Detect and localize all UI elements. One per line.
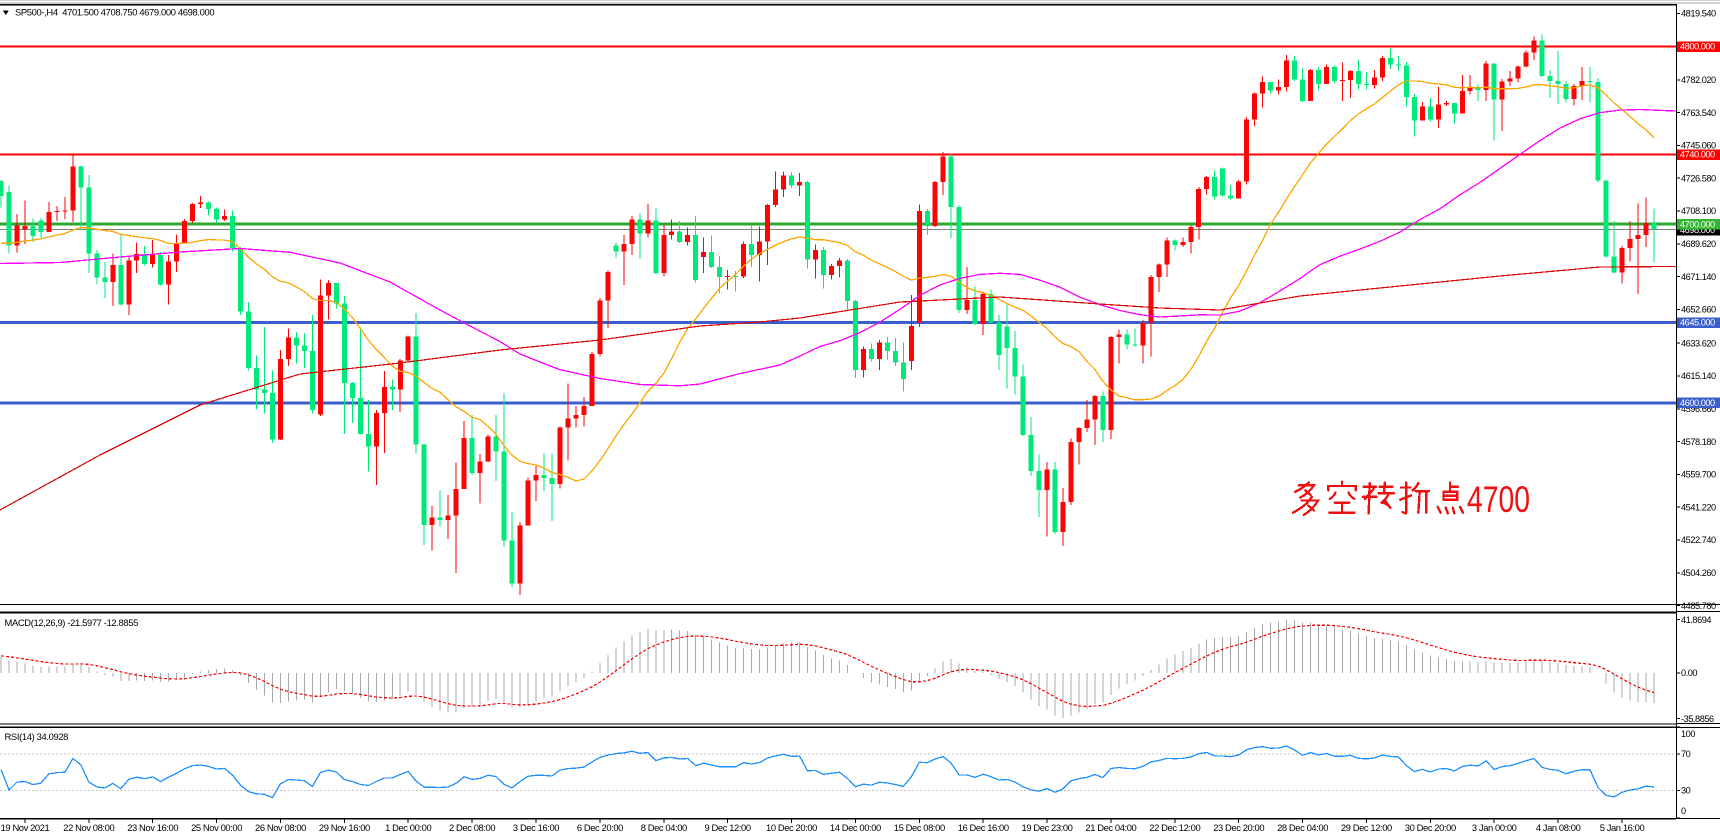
svg-text:5 Jan 16:00: 5 Jan 16:00 bbox=[1600, 822, 1645, 833]
svg-text:4504.260: 4504.260 bbox=[1681, 568, 1716, 578]
svg-text:4671.140: 4671.140 bbox=[1681, 272, 1716, 282]
svg-text:30: 30 bbox=[1681, 786, 1691, 796]
svg-text:26 Nov 08:00: 26 Nov 08:00 bbox=[255, 822, 306, 833]
svg-text:4522.740: 4522.740 bbox=[1681, 535, 1716, 545]
svg-text:RSI(14) 34.0928: RSI(14) 34.0928 bbox=[5, 731, 69, 742]
svg-text:4541.220: 4541.220 bbox=[1681, 502, 1716, 512]
svg-text:100: 100 bbox=[1681, 729, 1695, 739]
svg-text:25 Nov 00:00: 25 Nov 00:00 bbox=[191, 822, 242, 833]
svg-text:0.00: 0.00 bbox=[1681, 668, 1697, 678]
svg-text:4596.660: 4596.660 bbox=[1681, 404, 1716, 414]
svg-text:10 Dec 20:00: 10 Dec 20:00 bbox=[766, 822, 817, 833]
svg-text:16 Dec 16:00: 16 Dec 16:00 bbox=[958, 822, 1009, 833]
svg-text:19 Nov 2021: 19 Nov 2021 bbox=[1, 822, 50, 833]
svg-text:4652.660: 4652.660 bbox=[1681, 305, 1716, 315]
svg-text:4800.000: 4800.000 bbox=[1680, 42, 1715, 52]
svg-text:3 Dec 16:00: 3 Dec 16:00 bbox=[513, 822, 559, 833]
svg-text:3 Jan 00:00: 3 Jan 00:00 bbox=[1472, 822, 1517, 833]
svg-text:21 Dec 04:00: 21 Dec 04:00 bbox=[1085, 822, 1136, 833]
svg-text:4559.700: 4559.700 bbox=[1681, 470, 1716, 480]
svg-text:14 Dec 00:00: 14 Dec 00:00 bbox=[830, 822, 881, 833]
svg-text:4708.100: 4708.100 bbox=[1681, 206, 1716, 216]
svg-text:4782.020: 4782.020 bbox=[1681, 75, 1716, 85]
svg-text:-35.8856: -35.8856 bbox=[1681, 714, 1714, 724]
svg-text:8 Dec 04:00: 8 Dec 04:00 bbox=[641, 822, 687, 833]
svg-text:4698.000: 4698.000 bbox=[1680, 225, 1715, 235]
svg-text:4615.140: 4615.140 bbox=[1681, 371, 1716, 381]
svg-text:15 Dec 08:00: 15 Dec 08:00 bbox=[894, 822, 945, 833]
svg-text:4485.780: 4485.780 bbox=[1681, 601, 1716, 611]
svg-text:4689.620: 4689.620 bbox=[1681, 239, 1716, 249]
svg-text:2 Dec 08:00: 2 Dec 08:00 bbox=[449, 822, 495, 833]
svg-text:4600.000: 4600.000 bbox=[1680, 398, 1715, 408]
svg-text:4745.060: 4745.060 bbox=[1681, 141, 1716, 151]
svg-text:23 Dec 20:00: 23 Dec 20:00 bbox=[1213, 822, 1264, 833]
svg-text:30 Dec 20:00: 30 Dec 20:00 bbox=[1405, 822, 1456, 833]
svg-text:4726.580: 4726.580 bbox=[1681, 173, 1716, 183]
svg-text:19 Dec 23:00: 19 Dec 23:00 bbox=[1022, 822, 1073, 833]
svg-text:28 Dec 04:00: 28 Dec 04:00 bbox=[1277, 822, 1328, 833]
svg-text:4763.540: 4763.540 bbox=[1681, 108, 1716, 118]
svg-text:29 Nov 16:00: 29 Nov 16:00 bbox=[319, 822, 370, 833]
svg-text:4700: 4700 bbox=[1467, 479, 1530, 520]
svg-text:22 Dec 12:00: 22 Dec 12:00 bbox=[1149, 822, 1200, 833]
svg-text:70: 70 bbox=[1681, 749, 1691, 759]
svg-text:SP500-,H4 4701.500 4708.750 4: SP500-,H4 4701.500 4708.750 4679.000 469… bbox=[15, 7, 214, 18]
svg-text:4645.000: 4645.000 bbox=[1680, 318, 1715, 328]
svg-text:4578.180: 4578.180 bbox=[1681, 437, 1716, 447]
svg-text:6 Dec 20:00: 6 Dec 20:00 bbox=[577, 822, 623, 833]
svg-text:22 Nov 08:00: 22 Nov 08:00 bbox=[63, 822, 114, 833]
svg-text:4740.000: 4740.000 bbox=[1680, 150, 1715, 160]
svg-text:29 Dec 12:00: 29 Dec 12:00 bbox=[1341, 822, 1392, 833]
svg-text:23 Nov 16:00: 23 Nov 16:00 bbox=[127, 822, 178, 833]
svg-text:9 Dec 12:00: 9 Dec 12:00 bbox=[705, 822, 751, 833]
svg-text:4 Jan 08:00: 4 Jan 08:00 bbox=[1536, 822, 1581, 833]
svg-text:4700.000: 4700.000 bbox=[1680, 219, 1715, 229]
svg-text:1 Dec 00:00: 1 Dec 00:00 bbox=[385, 822, 431, 833]
svg-text:4633.620: 4633.620 bbox=[1681, 338, 1716, 348]
svg-text:41.8694: 41.8694 bbox=[1681, 615, 1711, 625]
svg-text:MACD(12,26,9) -21.5977 -12.885: MACD(12,26,9) -21.5977 -12.8855 bbox=[5, 617, 139, 628]
svg-text:4819.540: 4819.540 bbox=[1681, 9, 1716, 19]
svg-text:0: 0 bbox=[1681, 806, 1686, 816]
